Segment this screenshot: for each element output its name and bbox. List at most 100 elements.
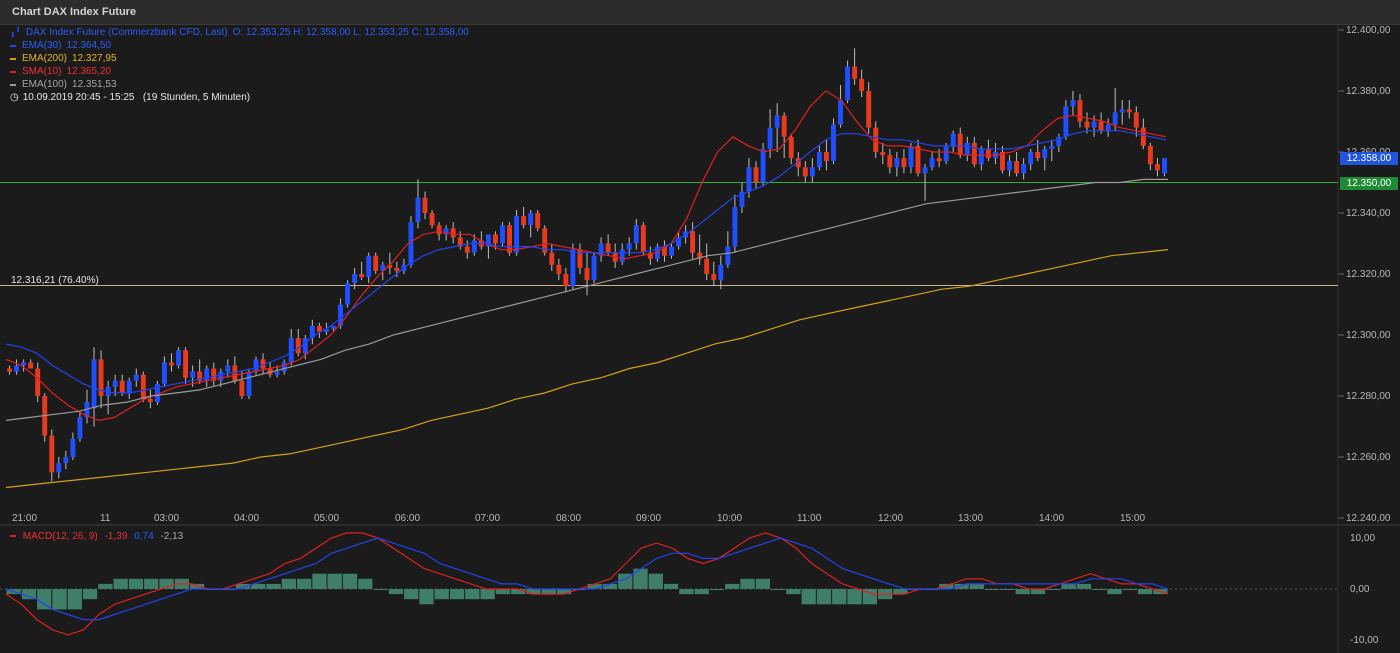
macd-bar	[939, 583, 954, 589]
macd-bar	[388, 589, 404, 595]
candle-body	[380, 264, 386, 271]
legend-label: SMA(10)	[22, 66, 62, 77]
candle-body	[1042, 148, 1048, 159]
candle-body	[647, 252, 653, 259]
candle-body	[415, 197, 421, 223]
candle-body	[1007, 161, 1013, 171]
x-tick-label: 08:00	[556, 513, 581, 524]
candle-body	[718, 264, 724, 281]
candle-body	[1014, 161, 1020, 174]
candle-body	[704, 258, 710, 274]
candle-body	[929, 158, 935, 168]
candle-body	[654, 246, 660, 259]
legend-value: 12.364,50	[66, 40, 111, 51]
legend-value: 12.327,95	[72, 53, 117, 64]
candle-body	[450, 228, 456, 238]
candle-body	[225, 365, 231, 372]
candle-body	[161, 362, 167, 384]
candle-body	[1063, 106, 1069, 137]
legend-value: 12.365,20	[66, 66, 111, 77]
candle-body	[338, 304, 343, 326]
macd-bar	[98, 583, 113, 589]
candle-body	[14, 365, 20, 372]
candle-body	[577, 249, 583, 268]
candle-body	[781, 115, 787, 137]
macd-legend[interactable]: MACD(12, 26, 9) -1,39 0,74 -2,13	[10, 531, 183, 542]
candle-body	[316, 325, 322, 332]
candle-body	[70, 438, 76, 457]
macd-bar	[404, 589, 419, 600]
candle-body	[260, 359, 266, 369]
title-bar: Chart DAX Index Future	[0, 0, 1400, 25]
macd-bar	[1000, 589, 1015, 590]
legend-label: EMA(30)	[22, 40, 62, 51]
macd-bar	[832, 589, 847, 605]
candle-body	[802, 167, 808, 177]
legend-value: O: 12.353,25 H: 12.358,00 L: 12.353,25 C…	[232, 27, 469, 38]
y-tick-label: 12.380,00	[1346, 86, 1391, 97]
candle-body	[760, 148, 766, 183]
candle-body	[542, 228, 548, 253]
macd-bar	[511, 589, 526, 595]
macd-bar	[373, 589, 388, 590]
macd-bar	[740, 578, 755, 589]
y-tick-label: 12.400,00	[1346, 25, 1391, 36]
candle-body	[591, 255, 597, 281]
time-range-text: 10.09.2019 20:45 - 15:25 (19 Stunden, 5 …	[22, 92, 251, 103]
legend-row-ema200[interactable]: EMA(200) 12.327,95	[10, 52, 469, 65]
candle-body	[422, 197, 428, 213]
x-tick-label: 13:00	[958, 513, 983, 524]
macd-bar	[358, 578, 373, 589]
candle-body	[485, 234, 491, 247]
macd-bar	[801, 589, 816, 605]
candle-body	[676, 237, 682, 247]
candle-body	[866, 91, 872, 128]
candle-body	[662, 246, 667, 256]
candle-body	[176, 350, 182, 366]
macd-value-3: -2,13	[160, 531, 184, 542]
candle-body	[859, 78, 865, 91]
macd-tick-label: -10,00	[1350, 635, 1379, 646]
x-tick-label: 07:00	[475, 513, 500, 524]
candle-body	[943, 145, 949, 162]
macd-bar	[189, 583, 205, 589]
legend-row-sma10[interactable]: SMA(10) 12.365,20	[10, 65, 469, 78]
candle-body	[1021, 164, 1027, 174]
candle-body	[345, 283, 351, 305]
candle-body	[323, 328, 329, 332]
candle-body	[1147, 145, 1153, 165]
legend-row-ema100[interactable]: EMA(100) 12.351,53	[10, 78, 469, 91]
macd-histogram	[6, 568, 1168, 610]
macd-tick-label: 0,00	[1350, 584, 1370, 595]
legend-label: EMA(100)	[22, 79, 68, 90]
macd-bar	[786, 589, 801, 595]
legend-value: 12.351,53	[72, 79, 117, 90]
candle-body	[598, 243, 604, 256]
y-tick-label: 12.300,00	[1346, 330, 1391, 341]
candle-body	[91, 359, 97, 409]
legend-swatch	[10, 535, 16, 538]
legend-row-ema30[interactable]: EMA(30) 12.364,50	[10, 39, 469, 52]
candle-body	[1140, 127, 1146, 146]
candle-body	[302, 338, 308, 354]
macd-bar	[1046, 589, 1061, 590]
candle-body	[457, 237, 463, 247]
macd-bar	[1107, 589, 1122, 595]
candle-body	[1133, 112, 1139, 128]
series-line	[5, 249, 1169, 489]
macd-bar	[618, 573, 633, 589]
candle-body	[394, 267, 400, 271]
candle-body	[1077, 100, 1083, 122]
candle-body	[366, 255, 372, 278]
series-line	[5, 178, 1168, 421]
macd-bar	[281, 578, 296, 589]
candle-body	[626, 243, 632, 250]
legend-row-main[interactable]: ╻╹ DAX Index Future (Commerzbank CFD, La…	[10, 26, 469, 39]
x-tick-label: 11	[100, 513, 111, 524]
candle-body	[274, 371, 280, 375]
candle-body	[795, 158, 801, 168]
candle-body	[838, 100, 843, 125]
x-tick-label: 10:00	[717, 513, 742, 524]
candle-body	[1105, 124, 1111, 131]
